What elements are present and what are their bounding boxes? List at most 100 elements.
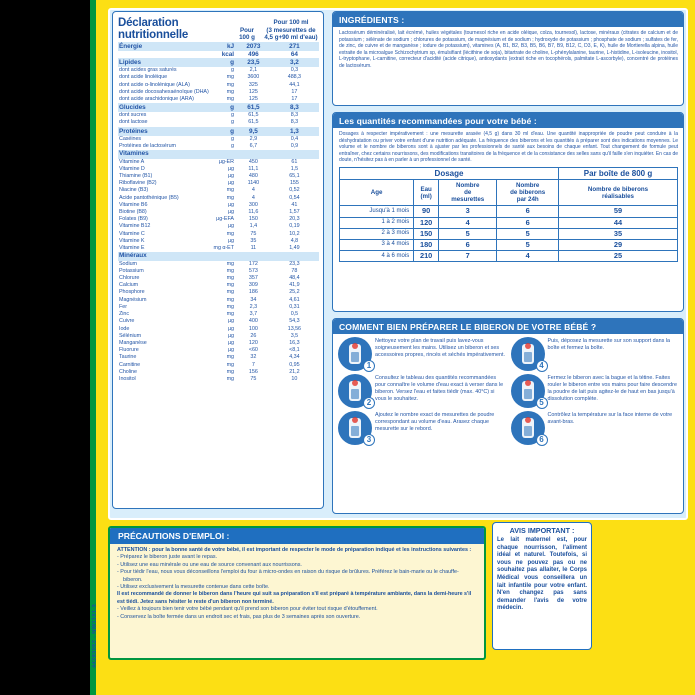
- nutrient-unit: µg: [227, 339, 234, 346]
- nutrient-unit: mg: [226, 230, 234, 237]
- nutrient-per-100g: 172: [248, 260, 258, 267]
- precautions-heading: PRÉCAUTIONS D'EMPLOI :: [110, 528, 484, 544]
- nutrient-per-100ml: 0,5: [290, 311, 299, 318]
- precautions-item-list: - Préparez le biberon juste avant le rep…: [117, 554, 478, 591]
- nutrient-per-100ml: 25,2: [289, 289, 300, 296]
- important-notice-block: AVIS IMPORTANT : Le lait maternel est, p…: [492, 522, 592, 650]
- step-number: 6: [535, 434, 548, 446]
- nutrient-per-100g: 6,7: [249, 142, 258, 149]
- nutrient-per-100ml: 17: [291, 88, 298, 95]
- preparation-steps-right-column: 4 Puis, déposez la mesurette sur son supp…: [510, 337, 680, 448]
- nutrition-row: Manganèse µg 120 16,3: [118, 340, 319, 347]
- preparation-step: 6 Contrôlez la température sur la face in…: [510, 411, 680, 446]
- col-water: Eau (ml): [413, 179, 440, 207]
- nutrient-label: dont acide arachidonique (ARA): [119, 96, 194, 103]
- dosage-row: 4 à 6 mois 210 7 4 25: [338, 250, 678, 263]
- nutrient-unit: g: [231, 119, 234, 126]
- nutrition-row: Sélénium µg 26 3,5: [118, 333, 319, 340]
- nutrient-label: Fluorure: [119, 347, 139, 354]
- dosage-table: Dosage Par boîte de 800 g Age Eau (ml) N…: [338, 166, 678, 263]
- nutrient-per-100ml: 1,3: [269, 126, 319, 136]
- green-edge-stripe: [90, 0, 96, 695]
- step-text: Contrôlez la température sur la face int…: [547, 412, 673, 425]
- nutrition-row: dont lactose g 61,5 8,3: [118, 119, 319, 126]
- nutrient-unit: [212, 252, 237, 261]
- nutrient-unit: µg: [227, 237, 234, 244]
- nutrient-per-100ml: 271: [269, 42, 319, 51]
- preparation-step: 2 Consultez le tableau des quantités reco…: [338, 374, 507, 409]
- nutrient-label: Sélénium: [119, 332, 142, 339]
- nutrient-per-100ml: 0,19: [289, 223, 300, 230]
- nutrient-label: Thiamine (B1): [119, 172, 153, 179]
- precaution-item: - Préparez le biberon juste avant le rep…: [117, 554, 218, 561]
- nutrient-per-100ml: 21,2: [289, 368, 300, 375]
- nutrient-per-100g: 496: [248, 51, 259, 58]
- nutrient-per-100g: 4: [251, 187, 255, 194]
- nutrient-label: Vitamine D: [119, 165, 145, 172]
- nutrient-per-100g: [236, 252, 270, 261]
- nutrient-per-100g: 61,5: [248, 112, 259, 119]
- nutrient-per-100ml: 488,3: [287, 74, 301, 81]
- nutrient-per-100g: 26: [250, 332, 257, 339]
- nutrient-per-100ml: 48,4: [289, 275, 300, 282]
- dosage-row: Jusqu'à 1 mois 90 3 6 59: [338, 205, 678, 218]
- nutrient-per-100ml: 41: [291, 201, 298, 208]
- dosage-bottles-per-tin: 59: [558, 205, 678, 218]
- nutrient-unit: mg: [226, 194, 234, 201]
- nutrient-label: dont acide linoléique: [119, 74, 168, 81]
- nutrient-per-100ml: 78: [291, 267, 298, 274]
- nutrient-unit: mg: [226, 368, 234, 375]
- nutrition-row: Cuivre µg 400 54,3: [118, 318, 319, 325]
- nutrient-unit: µg-EFA: [216, 216, 234, 223]
- nutrient-label: Cuivre: [119, 318, 135, 325]
- nutrition-row: Caséines g 2,9 0,4: [118, 136, 319, 143]
- nutrient-unit: µg: [227, 223, 234, 230]
- dosage-age: Jusqu'à 1 mois: [338, 205, 415, 218]
- precautions-bold-note: Il est recommandé de donner le biberon d…: [117, 591, 472, 605]
- nutrient-label: Riboflavine (B2): [119, 180, 157, 187]
- nutrient-unit: kJ: [212, 42, 237, 51]
- nutrient-per-100g: 2,3: [249, 303, 258, 310]
- nutrient-unit: µg: [227, 180, 234, 187]
- nutrient-per-100g: 35: [250, 237, 257, 244]
- precautions-body: ATTENTION : pour la bonne santé de votre…: [110, 544, 484, 623]
- nutrient-per-100g: 156: [248, 368, 258, 375]
- nutrient-per-100g: 325: [248, 81, 258, 88]
- nutrition-row: kcal 496 64: [118, 51, 319, 58]
- nutrient-label: Acide pantothénique (B5): [119, 194, 179, 201]
- nutrition-row: dont sucres g 61,5 8,3: [118, 112, 319, 119]
- preparation-step: 3 Ajoutez le nombre exact de mesurettes d…: [338, 411, 507, 446]
- nutrition-row: Glucides g 61,5 8,3: [118, 103, 319, 113]
- quantities-text: Dosages à respecter impérativement : une…: [339, 131, 678, 164]
- nutrition-row: dont acides gras saturés g 2,1 0,3: [118, 67, 319, 74]
- dosage-water: 210: [413, 250, 440, 263]
- nutrient-per-100g: 357: [248, 275, 258, 282]
- dosage-bottles-per-tin: 25: [558, 250, 678, 263]
- dosage-water: 180: [413, 238, 440, 252]
- dosage-row: 2 à 3 mois 150 5 5 35: [338, 227, 678, 240]
- dosage-water: 120: [413, 216, 440, 229]
- dosage-scoops: 4: [438, 216, 498, 229]
- dosage-row: 1 à 2 mois 120 4 6 44: [338, 216, 678, 229]
- nutrient-unit: mg: [226, 296, 234, 303]
- nutrient-per-100g: 75: [250, 230, 257, 237]
- nutrient-per-100ml: 16,3: [289, 339, 300, 346]
- nutrition-row: Vitamine D µg 11,1 1,5: [118, 166, 319, 173]
- nutrition-col2-header: Pour 100 ml (3 mesurettes de 4,5 g+90 ml…: [264, 19, 318, 41]
- nutrient-unit: mg: [226, 311, 234, 318]
- nutrient-label: Chlorure: [119, 275, 140, 282]
- nutrient-unit: mg: [226, 187, 234, 194]
- nutrient-unit: g: [231, 142, 234, 149]
- step-number: 1: [363, 360, 375, 372]
- nutrition-row: Iode µg 100 13,56: [118, 326, 319, 333]
- nutrient-unit: g: [212, 103, 237, 113]
- nutrient-unit: [212, 150, 237, 159]
- nutrition-row: Acide pantothénique (B5) mg 4 0,54: [118, 195, 319, 202]
- nutrient-per-100g: 100: [248, 325, 258, 332]
- nutrient-unit: mg: [226, 74, 234, 81]
- nutrient-per-100g: 400: [248, 318, 258, 325]
- col-bottles-per-day: Nombre de biberons par 24h: [496, 179, 560, 207]
- preparation-steps-left-column: 1 Nettoyez votre plan de travail puis lav…: [338, 337, 507, 448]
- nutrient-per-100ml: 8,3: [290, 119, 299, 126]
- nutrient-label: [118, 51, 212, 58]
